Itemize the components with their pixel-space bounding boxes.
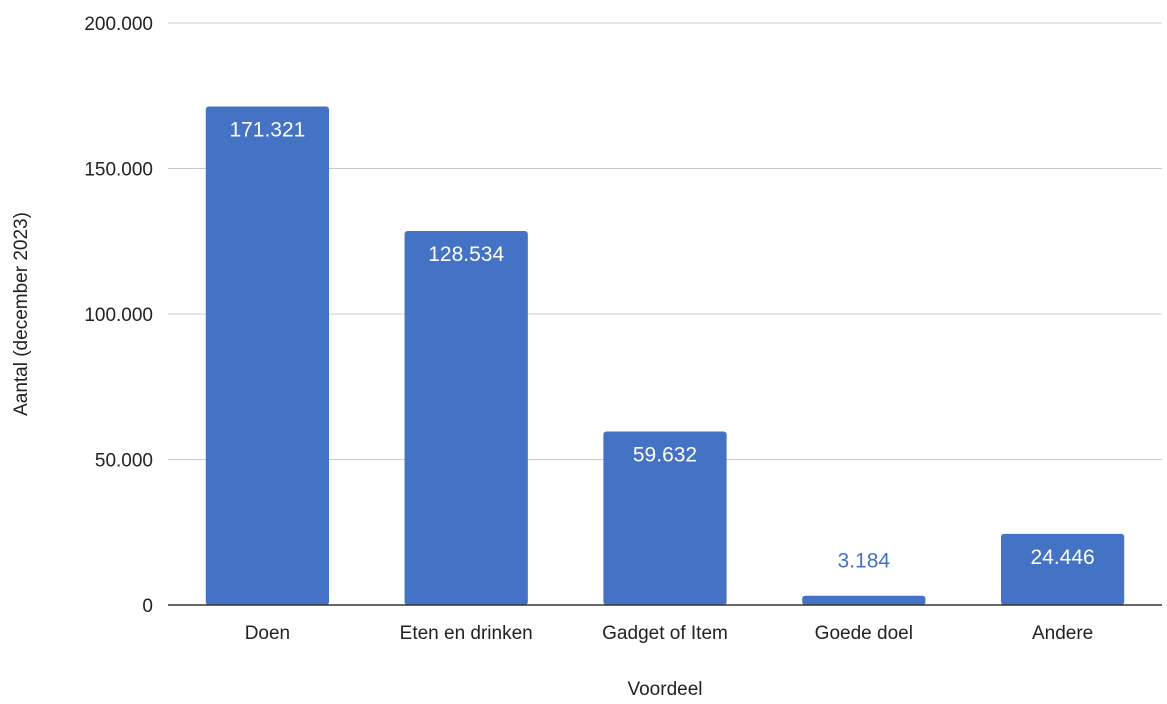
y-tick-label: 0 <box>142 596 153 617</box>
y-tick-label: 200.000 <box>84 14 153 35</box>
x-tick-label: Eten en drinken <box>400 623 533 644</box>
y-tick-label: 150.000 <box>84 160 153 181</box>
bar <box>205 106 330 606</box>
x-tick-label: Goede doel <box>815 623 913 644</box>
x-tick-label: Doen <box>245 623 290 644</box>
x-tick-label: Andere <box>1032 623 1093 644</box>
bar <box>802 595 926 605</box>
bar <box>1000 533 1125 605</box>
y-tick-label: 50.000 <box>95 451 153 472</box>
bars <box>205 106 1125 606</box>
data-label: 24.446 <box>1030 546 1094 569</box>
y-axis-title: Aantal (december 2023) <box>11 212 32 416</box>
data-label: 3.184 <box>838 550 891 573</box>
data-label: 171.321 <box>229 118 305 141</box>
data-label: 59.632 <box>633 443 697 466</box>
data-label: 128.534 <box>428 243 504 266</box>
x-axis-ticks: Doen Eten en drinken Gadget of Item Goede d… <box>245 623 1094 644</box>
data-labels: 171.321 128.534 59.632 3.184 24.446 <box>229 118 1094 572</box>
y-axis-ticks: 0 50.000 100.000 150.000 200.000 <box>84 14 153 617</box>
x-tick-label: Gadget of Item <box>602 623 728 644</box>
bar <box>603 431 727 605</box>
x-axis-title: Voordeel <box>627 679 702 700</box>
bar <box>404 230 528 605</box>
y-tick-label: 100.000 <box>84 305 153 326</box>
